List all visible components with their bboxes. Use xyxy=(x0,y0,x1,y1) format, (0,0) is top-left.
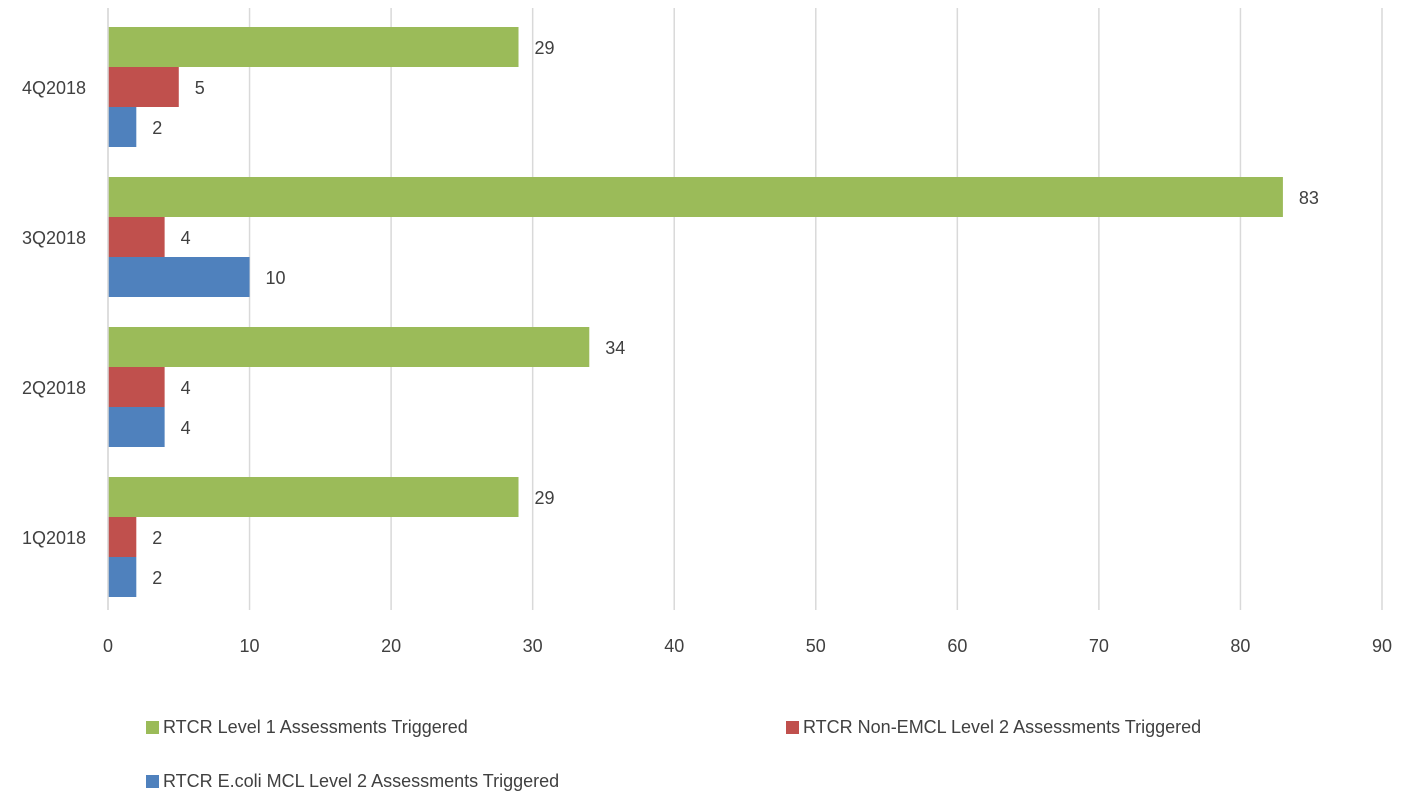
bar-1Q2018-series-2 xyxy=(108,517,137,557)
data-label: 2 xyxy=(152,568,162,588)
legend-label: RTCR Non-EMCL Level 2 Assessments Trigge… xyxy=(803,717,1201,737)
bar-4Q2018-series-3 xyxy=(108,107,137,147)
data-label: 4 xyxy=(181,418,191,438)
x-tick-label: 50 xyxy=(806,636,826,656)
legend-item: RTCR Level 1 Assessments Triggered xyxy=(146,717,468,737)
data-label: 10 xyxy=(266,268,286,288)
legend-label: RTCR Level 1 Assessments Triggered xyxy=(163,717,468,737)
data-label: 83 xyxy=(1299,188,1319,208)
legend-label: RTCR E.coli MCL Level 2 Assessments Trig… xyxy=(163,771,559,791)
data-label: 4 xyxy=(181,378,191,398)
bars xyxy=(108,27,1283,597)
legend: RTCR Level 1 Assessments Triggered RTCR N… xyxy=(146,717,1201,791)
bar-1Q2018-series-3 xyxy=(108,557,137,597)
bar-3Q2018-series-3 xyxy=(108,257,250,297)
data-label: 5 xyxy=(195,78,205,98)
bar-1Q2018-series-1 xyxy=(108,477,519,517)
data-label: 2 xyxy=(152,528,162,548)
bar-3Q2018-series-2 xyxy=(108,217,165,257)
data-label: 34 xyxy=(605,338,625,358)
bar-3Q2018-series-1 xyxy=(108,177,1283,217)
data-labels: 29 2 2 34 4 4 83 4 10 29 5 2 xyxy=(152,38,1319,588)
x-tick-label: 90 xyxy=(1372,636,1392,656)
gridlines xyxy=(107,8,1383,610)
x-tick-label: 20 xyxy=(381,636,401,656)
x-tick-label: 60 xyxy=(947,636,967,656)
bar-4Q2018-series-1 xyxy=(108,27,519,67)
data-label: 2 xyxy=(152,118,162,138)
bar-2Q2018-series-1 xyxy=(108,327,590,367)
x-tick-label: 80 xyxy=(1230,636,1250,656)
x-tick-label: 40 xyxy=(664,636,684,656)
x-tick-label: 30 xyxy=(523,636,543,656)
x-tick-label: 70 xyxy=(1089,636,1109,656)
x-tick-label: 10 xyxy=(240,636,260,656)
category-label: 2Q2018 xyxy=(22,378,86,398)
data-label: 29 xyxy=(535,38,555,58)
data-label: 4 xyxy=(181,228,191,248)
bar-4Q2018-series-2 xyxy=(108,67,179,107)
legend-swatch xyxy=(146,775,159,788)
legend-swatch xyxy=(146,721,159,734)
x-tick-label: 0 xyxy=(103,636,113,656)
category-label: 3Q2018 xyxy=(22,228,86,248)
legend-item: RTCR Non-EMCL Level 2 Assessments Trigge… xyxy=(786,717,1201,737)
bar-2Q2018-series-3 xyxy=(108,407,165,447)
category-label: 1Q2018 xyxy=(22,528,86,548)
axes: 0 10 20 30 40 50 60 70 80 90 1Q2018 2Q2018 3Q2018 4Q2… xyxy=(22,8,1392,656)
data-label: 29 xyxy=(535,488,555,508)
bar-2Q2018-series-2 xyxy=(108,367,165,407)
legend-item: RTCR E.coli MCL Level 2 Assessments Trig… xyxy=(146,771,559,791)
legend-swatch xyxy=(786,721,799,734)
category-label: 4Q2018 xyxy=(22,78,86,98)
